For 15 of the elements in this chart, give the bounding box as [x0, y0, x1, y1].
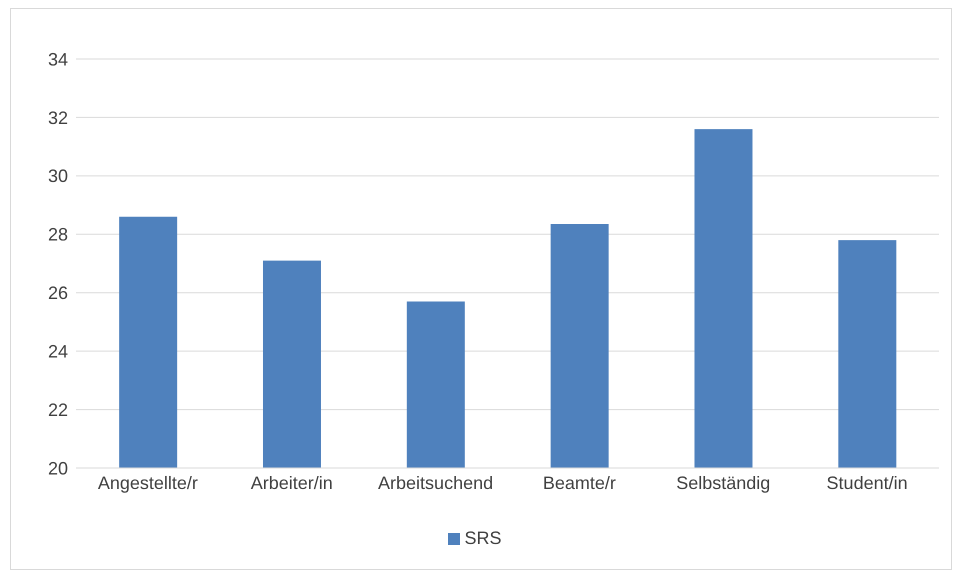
y-tick-label: 32	[48, 108, 68, 128]
x-tick-label: Student/in	[826, 472, 908, 493]
x-tick-label: Beamte/r	[542, 472, 616, 493]
legend-label: SRS	[464, 528, 502, 548]
y-tick-label: 22	[48, 400, 68, 420]
x-tick-label: Selbständig	[676, 472, 770, 493]
y-tick-label: 34	[48, 49, 68, 70]
y-tick-label: 28	[48, 224, 68, 245]
y-tick-label: 30	[48, 166, 68, 186]
y-tick-label: 20	[48, 458, 68, 478]
x-tick-label: Angestellte/r	[98, 472, 198, 493]
x-tick-label: Arbeiter/in	[250, 472, 333, 493]
y-tick-label: 26	[48, 283, 68, 304]
y-tick-label: 24	[48, 342, 68, 362]
x-tick-label: Arbeitsuchend	[378, 472, 494, 493]
